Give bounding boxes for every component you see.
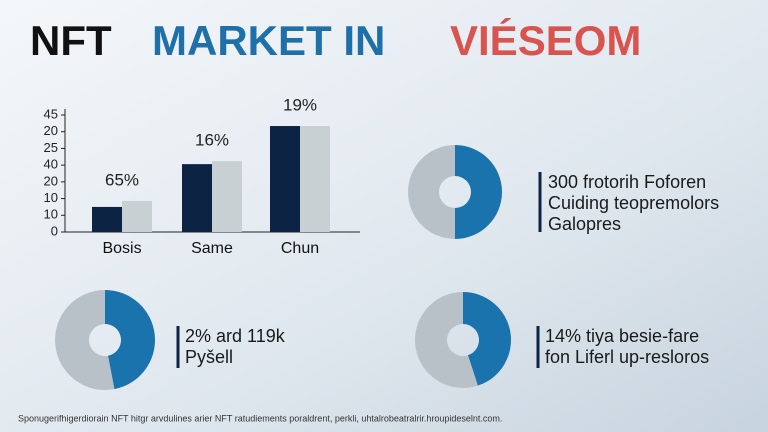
- y-tick-label: 20: [44, 123, 58, 138]
- donut-annotation: fon Liferl up-resloros: [545, 347, 709, 367]
- bar-annotation: 65%: [105, 170, 139, 189]
- y-tick-label: 10: [44, 190, 58, 205]
- bar: [270, 126, 300, 232]
- donut-slice: [415, 292, 478, 388]
- bar-annotation: 19%: [283, 96, 317, 115]
- donut-slice: [54, 290, 115, 391]
- donut-annotation: Pyšell: [185, 347, 233, 367]
- donut-annotation: 14% tiya besie-fare: [545, 326, 699, 346]
- bar-annotation: 16%: [195, 131, 229, 150]
- x-tick-label: Same: [191, 240, 233, 257]
- y-tick-label: 20: [44, 173, 58, 188]
- y-tick-label: 25: [44, 140, 58, 155]
- y-tick-label: 0: [51, 223, 58, 238]
- y-tick-label: 45: [44, 106, 58, 121]
- bar: [92, 206, 122, 232]
- title-part: MARKET IN: [152, 17, 385, 64]
- donut-annotation: Galopres: [548, 214, 621, 234]
- donut-slice: [105, 290, 155, 390]
- x-tick-label: Bosis: [102, 240, 141, 257]
- x-tick-label: Chun: [281, 240, 319, 257]
- donut-slice: [455, 145, 502, 239]
- donut-annotation: 300 frotorih Foforen: [548, 172, 706, 192]
- donut-slice: [463, 291, 512, 386]
- bar: [300, 126, 330, 232]
- y-tick-label: 10: [44, 207, 58, 222]
- bar: [182, 164, 212, 232]
- donut-slice: [408, 145, 455, 239]
- footer: Sponugerifhigerdiorain NFT hitgr arvduli…: [18, 413, 502, 423]
- donut-annotation: 2% ard 119k: [185, 326, 286, 346]
- y-tick-label: 40: [44, 157, 58, 172]
- donut-annotation: Cuiding teopremolors: [548, 193, 719, 213]
- bar: [122, 200, 152, 232]
- title-part: VIÉSEOM: [450, 17, 641, 64]
- title-part: NFT: [30, 17, 112, 64]
- bar: [212, 161, 242, 232]
